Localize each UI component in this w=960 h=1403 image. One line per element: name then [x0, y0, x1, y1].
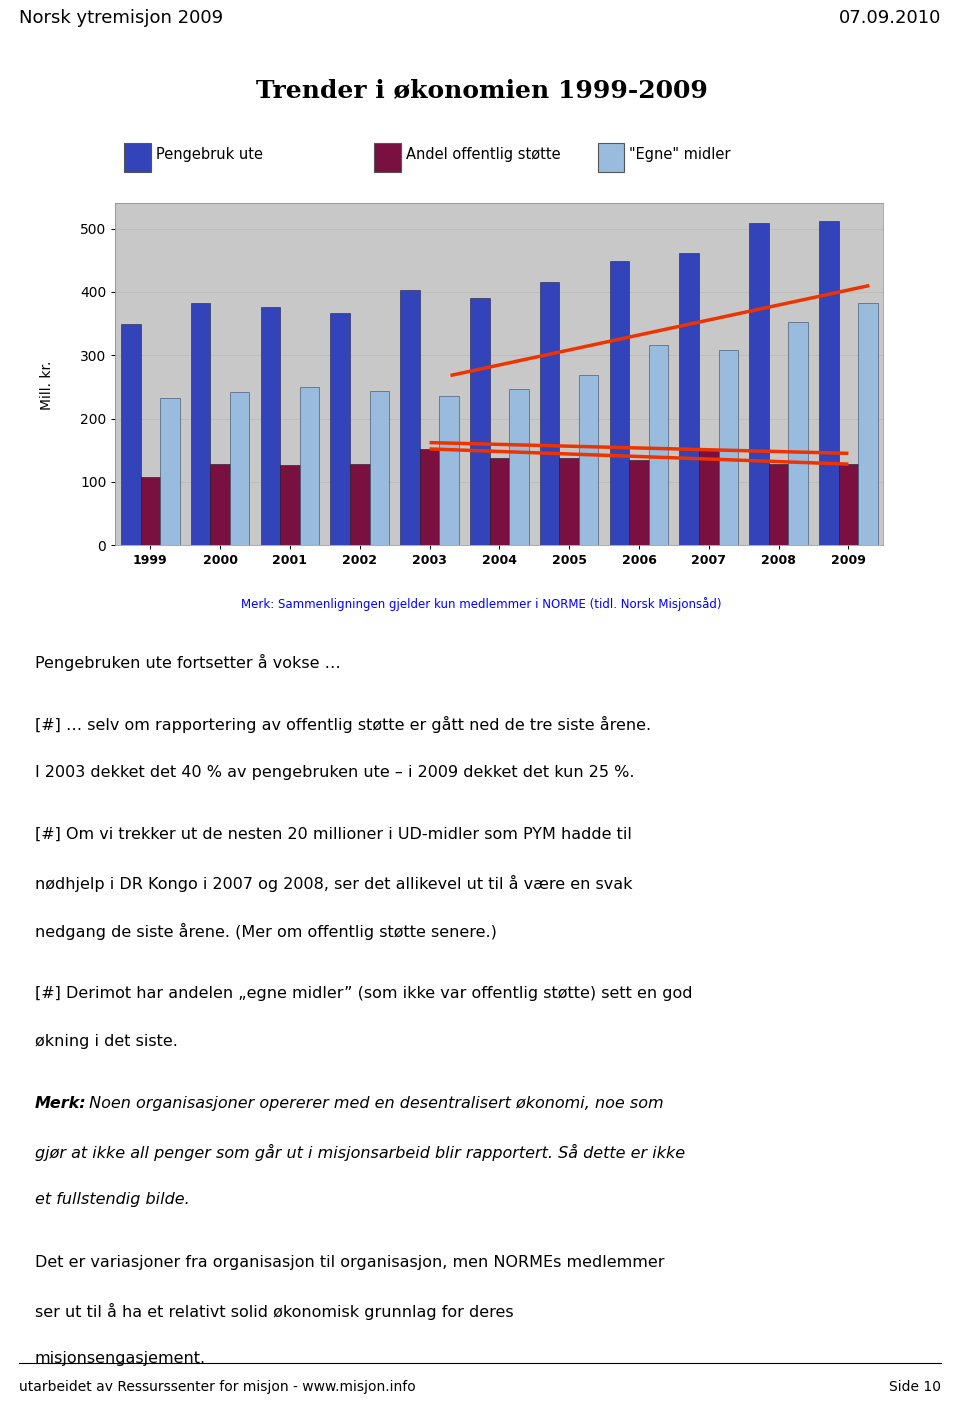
Text: "Egne" midler: "Egne" midler	[629, 147, 731, 163]
Bar	[699, 449, 719, 546]
Bar	[300, 387, 320, 546]
Text: Noen organisasjoner opererer med en desentralisert økonomi, noe som: Noen organisasjoner opererer med en dese…	[84, 1096, 663, 1111]
Bar	[509, 389, 529, 546]
Bar	[819, 220, 839, 546]
Text: gjør at ikke all penger som går ut i misjonsarbeid blir rapportert. Så dette er : gjør at ikke all penger som går ut i mis…	[35, 1143, 685, 1162]
Text: Merk: Sammenligningen gjelder kun medlemmer i NORME (tidl. Norsk Misjonsåd): Merk: Sammenligningen gjelder kun medlem…	[241, 596, 722, 610]
Bar	[560, 457, 579, 546]
Bar	[121, 324, 140, 546]
Bar	[370, 391, 389, 546]
Bar	[440, 396, 459, 546]
Bar	[124, 143, 151, 171]
Bar	[191, 303, 210, 546]
Bar	[140, 477, 160, 546]
Text: Side 10: Side 10	[889, 1381, 941, 1395]
Text: utarbeidet av Ressurssenter for misjon - www.misjon.info: utarbeidet av Ressurssenter for misjon -…	[19, 1381, 416, 1395]
Bar	[610, 261, 629, 546]
Text: Andel offentlig støtte: Andel offentlig støtte	[405, 147, 561, 163]
Text: Merk:: Merk:	[35, 1096, 86, 1111]
Bar	[374, 143, 401, 171]
Text: ser ut til å ha et relativt solid økonomisk grunnlag for deres: ser ut til å ha et relativt solid økonom…	[35, 1303, 514, 1320]
Bar	[420, 449, 440, 546]
Bar	[788, 321, 808, 546]
Bar	[210, 464, 229, 546]
Text: nødhjelp i DR Kongo i 2007 og 2008, ser det allikevel ut til å være en svak: nødhjelp i DR Kongo i 2007 og 2008, ser …	[35, 875, 633, 892]
Bar	[839, 464, 858, 546]
Bar	[579, 376, 598, 546]
Bar	[229, 391, 250, 546]
Bar	[330, 313, 350, 546]
Bar	[769, 464, 788, 546]
Text: misjonsengasjement.: misjonsengasjement.	[35, 1351, 206, 1367]
Text: Norsk ytremisjon 2009: Norsk ytremisjon 2009	[19, 8, 224, 27]
Bar	[490, 457, 509, 546]
Text: [#] Derimot har andelen „egne midler” (som ikke var offentlig støtte) sett en go: [#] Derimot har andelen „egne midler” (s…	[35, 985, 692, 1000]
Text: et fullstendig bilde.: et fullstendig bilde.	[35, 1193, 190, 1207]
Text: Pengebruken ute fortsetter å vokse …: Pengebruken ute fortsetter å vokse …	[35, 654, 341, 671]
Text: nedgang de siste årene. (Mer om offentlig støtte senere.): nedgang de siste årene. (Mer om offentli…	[35, 923, 497, 940]
Text: Det er variasjoner fra organisasjon til organisasjon, men NORMEs medlemmer: Det er variasjoner fra organisasjon til …	[35, 1254, 664, 1270]
Text: Mill. kr.: Mill. kr.	[39, 361, 54, 410]
Bar	[597, 143, 624, 171]
Bar	[350, 464, 370, 546]
Bar	[540, 282, 560, 546]
Bar	[649, 345, 668, 546]
Bar	[260, 307, 280, 546]
Bar	[400, 290, 420, 546]
Text: [#] … selv om rapportering av offentlig støtte er gått ned de tre siste årene.: [#] … selv om rapportering av offentlig …	[35, 717, 651, 734]
Text: økning i det siste.: økning i det siste.	[35, 1034, 178, 1048]
Bar	[470, 299, 490, 546]
Text: Trender i økonomien 1999-2009: Trender i økonomien 1999-2009	[255, 77, 708, 102]
Bar	[160, 398, 180, 546]
Text: [#] Om vi trekker ut de nesten 20 millioner i UD-midler som PYM hadde til: [#] Om vi trekker ut de nesten 20 millio…	[35, 826, 632, 842]
Text: 07.09.2010: 07.09.2010	[838, 8, 941, 27]
Text: I 2003 dekket det 40 % av pengebruken ute – i 2009 dekket det kun 25 %.: I 2003 dekket det 40 % av pengebruken ut…	[35, 765, 635, 780]
Bar	[858, 303, 877, 546]
Text: Pengebruk ute: Pengebruk ute	[156, 147, 262, 163]
Bar	[629, 460, 649, 546]
Bar	[680, 253, 699, 546]
Bar	[719, 351, 738, 546]
Bar	[280, 464, 300, 546]
Bar	[750, 223, 769, 546]
